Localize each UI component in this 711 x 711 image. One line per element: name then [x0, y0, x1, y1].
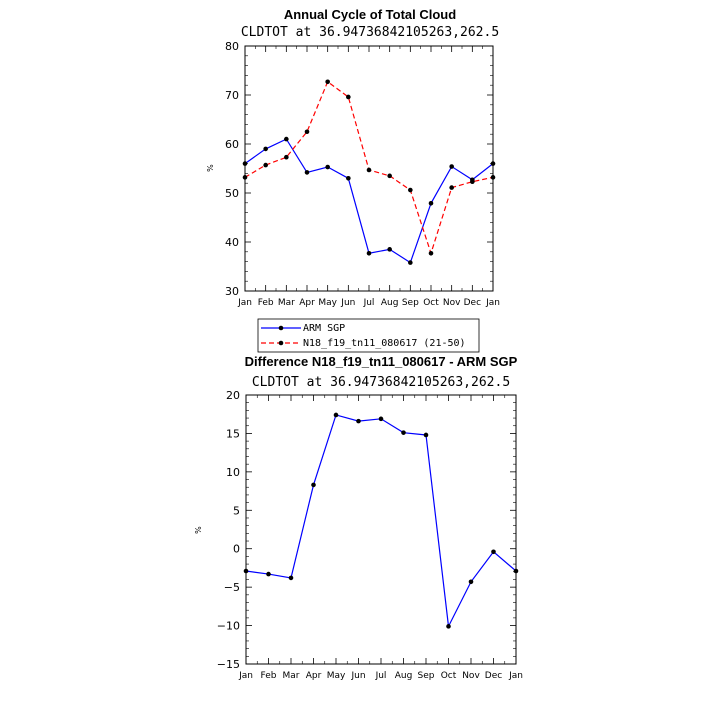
- data-point: [378, 416, 384, 422]
- y-tick-label: −5: [224, 581, 240, 594]
- data-point: [242, 161, 248, 166]
- data-point: [387, 247, 392, 252]
- x-tick-label: May: [318, 298, 337, 308]
- x-tick-label: Mar: [283, 671, 300, 681]
- x-tick-label: Nov: [443, 298, 461, 308]
- x-tick-label: Nov: [462, 671, 480, 681]
- chart-title: Difference N18_f19_tn11_080617 - ARM SGP: [245, 354, 518, 369]
- series-line-1: [244, 80, 494, 256]
- x-tick-label: Jun: [350, 671, 365, 681]
- data-point: [470, 179, 475, 185]
- y-axis-label: %: [206, 164, 215, 172]
- data-point: [304, 129, 310, 135]
- data-point: [242, 175, 248, 180]
- x-tick-label: Jun: [340, 298, 355, 308]
- y-tick-label: 20: [226, 389, 240, 402]
- data-point: [449, 185, 454, 190]
- y-tick-label: 70: [225, 89, 239, 102]
- y-tick-label: 10: [226, 466, 240, 479]
- data-point: [387, 173, 392, 179]
- x-tick-label: Dec: [464, 298, 481, 308]
- chart-title: Annual Cycle of Total Cloud: [284, 7, 456, 22]
- legend-label-arm: ARM SGP: [303, 323, 345, 334]
- chart-subtitle: CLDTOT at 36.94736842105263,262.5: [252, 375, 510, 390]
- data-point: [263, 146, 268, 152]
- data-point: [408, 260, 413, 265]
- y-tick-label: −10: [217, 620, 240, 633]
- x-tick-label: Apr: [306, 671, 322, 681]
- data-point: [366, 250, 372, 256]
- data-point: [428, 250, 434, 256]
- x-tick-label: Oct: [423, 298, 439, 308]
- data-point: [346, 94, 351, 100]
- data-point: [243, 568, 249, 574]
- y-tick-label: 60: [225, 138, 239, 151]
- x-tick-label: Mar: [278, 298, 295, 308]
- y-tick-label: −15: [217, 658, 240, 671]
- x-tick-label: Jan: [237, 298, 252, 308]
- data-point: [366, 167, 372, 173]
- legend-label-model: N18_f19_tn11_080617 (21-50): [303, 338, 466, 349]
- y-tick-label: 0: [233, 543, 240, 556]
- data-point: [304, 170, 310, 175]
- x-tick-label: Aug: [381, 298, 399, 308]
- x-tick-label: Jan: [508, 671, 523, 681]
- data-point: [263, 162, 268, 168]
- data-point: [490, 175, 496, 180]
- data-point: [423, 432, 429, 438]
- y-tick-label: 30: [225, 285, 239, 298]
- data-point: [325, 164, 330, 170]
- x-tick-label: Sep: [402, 298, 419, 308]
- x-tick-label: Jul: [375, 671, 387, 681]
- data-point: [284, 154, 289, 160]
- y-tick-label: 50: [225, 187, 239, 200]
- series-line-0: [245, 414, 517, 629]
- data-point: [449, 164, 454, 169]
- data-point: [428, 200, 434, 206]
- x-tick-label: May: [327, 671, 346, 681]
- x-tick-label: Jul: [363, 298, 375, 308]
- y-tick-label: 5: [233, 504, 240, 517]
- data-point: [513, 568, 519, 574]
- data-point: [408, 187, 413, 193]
- data-point: [284, 136, 289, 142]
- chart-subtitle: CLDTOT at 36.94736842105263,262.5: [241, 25, 499, 40]
- data-point: [325, 79, 330, 85]
- data-point: [288, 575, 294, 581]
- data-point: [346, 176, 351, 181]
- data-point: [266, 571, 271, 577]
- data-point: [356, 418, 361, 424]
- legend-marker-arm: [278, 325, 284, 331]
- x-tick-label: Jan: [485, 298, 500, 308]
- legend-box: [257, 318, 480, 353]
- legend-marker-model: [278, 340, 284, 346]
- x-tick-label: Feb: [261, 671, 277, 681]
- annual-cycle-chart: Annual Cycle of Total Cloud CLDTOT at 36…: [206, 7, 500, 308]
- data-point: [446, 624, 451, 629]
- y-tick-label: 40: [225, 236, 239, 249]
- data-point: [401, 430, 406, 435]
- series-line-0: [244, 138, 494, 264]
- x-tick-label: Apr: [299, 298, 315, 308]
- y-axis-label: %: [194, 526, 203, 534]
- legend: ARM SGP N18_f19_tn11_080617 (21-50): [257, 318, 480, 353]
- x-tick-label: Feb: [258, 298, 274, 308]
- x-tick-label: Oct: [441, 671, 457, 681]
- data-point: [491, 549, 496, 555]
- data-point: [311, 482, 316, 488]
- plot-frame: [245, 394, 517, 665]
- x-tick-label: Dec: [485, 671, 502, 681]
- data-point: [468, 579, 474, 585]
- x-tick-label: Aug: [395, 671, 413, 681]
- difference-chart: Difference N18_f19_tn11_080617 - ARM SGP…: [194, 354, 523, 681]
- data-point: [490, 161, 496, 166]
- data-point: [333, 412, 339, 418]
- y-tick-label: 15: [226, 427, 240, 440]
- x-tick-label: Jan: [238, 671, 253, 681]
- y-tick-label: 80: [225, 40, 239, 53]
- x-tick-label: Sep: [418, 671, 435, 681]
